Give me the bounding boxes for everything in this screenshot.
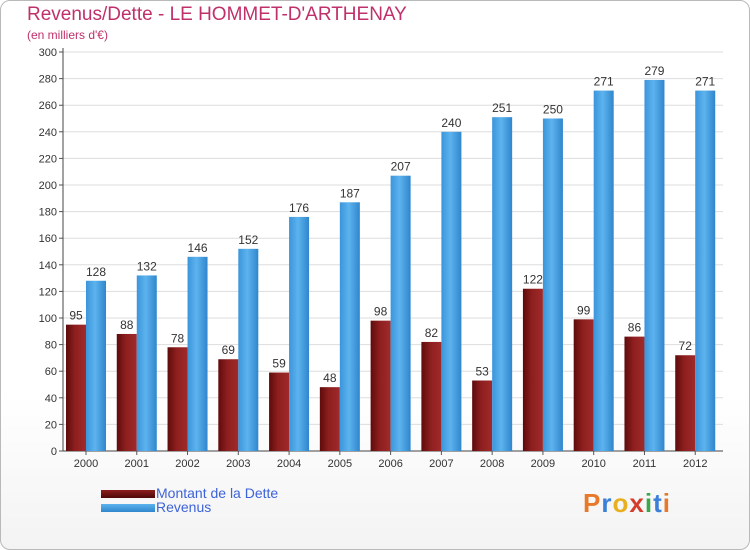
revenus-bar xyxy=(390,175,411,451)
y-tick-label: 260 xyxy=(39,100,57,112)
debt-value-label: 86 xyxy=(628,321,642,335)
debt-value-label: 88 xyxy=(120,318,134,332)
revenus-value-label: 271 xyxy=(594,75,614,89)
y-tick-label: 280 xyxy=(39,74,57,86)
revenus-bar xyxy=(136,275,157,451)
debt-bar xyxy=(66,324,86,451)
debt-bar xyxy=(472,380,493,451)
proxiti-logo: Proxiti xyxy=(583,488,671,519)
y-tick-label: 0 xyxy=(51,446,57,458)
x-tick-label: 2012 xyxy=(683,458,707,470)
revenus-bar xyxy=(542,118,563,451)
debt-bar xyxy=(116,333,137,451)
legend-label-revenus: Revenus xyxy=(156,499,212,515)
revenus-value-label: 251 xyxy=(492,101,512,115)
x-tick-label: 2002 xyxy=(175,458,199,470)
x-tick-label: 2009 xyxy=(531,458,555,470)
legend-label-debt: Montant de la Dette xyxy=(156,485,279,501)
debt-value-label: 122 xyxy=(523,273,543,287)
y-tick-label: 180 xyxy=(39,207,57,219)
revenus-value-label: 152 xyxy=(238,233,258,247)
revenus-value-label: 146 xyxy=(188,241,208,255)
debt-bar xyxy=(218,359,239,451)
logo-letter: i xyxy=(644,488,654,518)
revenus-value-label: 128 xyxy=(86,265,106,279)
chart-title: Revenus/Dette - LE HOMMET-D'ARTHENAY xyxy=(27,4,407,25)
x-tick-label: 2003 xyxy=(226,458,250,470)
debt-value-label: 72 xyxy=(679,339,693,353)
revenus-bar xyxy=(86,280,106,451)
logo-letter: P xyxy=(583,488,602,518)
revenus-bar xyxy=(492,117,513,452)
x-tick-label: 2004 xyxy=(277,458,301,470)
x-tick-label: 2010 xyxy=(581,458,605,470)
revenus-value-label: 250 xyxy=(543,103,563,117)
legend-swatch-revenus xyxy=(101,504,155,512)
y-tick-label: 40 xyxy=(45,393,57,405)
debt-value-label: 99 xyxy=(577,303,591,317)
debt-bar xyxy=(319,387,340,451)
debt-bar xyxy=(522,288,543,451)
logo-letter: r xyxy=(601,488,613,518)
revenus-bar xyxy=(644,79,665,452)
debt-value-label: 82 xyxy=(425,326,439,340)
y-tick-label: 20 xyxy=(45,419,57,431)
x-tick-label: 2011 xyxy=(633,458,657,470)
y-tick-label: 140 xyxy=(39,260,57,272)
data-labels: 95 128 88 132 78 146 69 152 59 176 48 187 98 207 82 240… xyxy=(69,64,715,385)
revenus-bar xyxy=(339,202,360,451)
x-tick-label: 2001 xyxy=(125,458,149,470)
debt-bar xyxy=(573,319,594,451)
revenus-value-label: 279 xyxy=(644,64,664,78)
y-tick-label: 220 xyxy=(39,153,57,165)
y-tick-label: 240 xyxy=(39,127,57,139)
logo-letter: x xyxy=(629,488,645,518)
revenus-value-label: 271 xyxy=(695,75,715,89)
debt-bar xyxy=(269,372,290,451)
revenus-bar xyxy=(441,131,462,452)
chart-subtitle: (en milliers d'€) xyxy=(27,28,108,42)
debt-bar xyxy=(167,347,188,451)
logo-letter: i xyxy=(662,488,671,518)
revenus-bar xyxy=(289,216,310,451)
debt-bar xyxy=(675,355,696,451)
debt-bar xyxy=(624,336,645,451)
debt-value-label: 59 xyxy=(272,357,286,371)
debt-value-label: 53 xyxy=(475,365,489,379)
y-tick-label: 60 xyxy=(45,366,57,378)
revenus-value-label: 132 xyxy=(137,259,157,273)
debt-value-label: 69 xyxy=(222,343,236,357)
revenus-value-label: 240 xyxy=(441,116,461,130)
x-tick-label: 2008 xyxy=(480,458,504,470)
debt-bar xyxy=(421,341,442,451)
bars xyxy=(66,79,716,452)
debt-value-label: 98 xyxy=(374,305,388,319)
revenus-bar xyxy=(238,248,259,451)
logo-letter: o xyxy=(612,488,630,518)
logo-letter: t xyxy=(653,488,663,518)
x-tick-label: 2005 xyxy=(328,458,352,470)
revenus-bar xyxy=(695,90,716,451)
y-tick-label: 200 xyxy=(39,180,57,192)
y-tick-label: 160 xyxy=(39,233,57,245)
x-tick-label: 2000 xyxy=(74,458,98,470)
y-tick-label: 100 xyxy=(39,313,57,325)
revenus-value-label: 187 xyxy=(340,186,360,200)
x-tick-label: 2007 xyxy=(429,458,453,470)
debt-value-label: 48 xyxy=(323,371,337,385)
revenus-value-label: 176 xyxy=(289,201,309,215)
y-tick-label: 120 xyxy=(39,286,57,298)
x-tick-label: 2006 xyxy=(378,458,402,470)
debt-bar xyxy=(370,320,391,451)
revenus-bar xyxy=(187,256,208,451)
y-tick-label: 80 xyxy=(45,340,57,352)
legend-swatch-debt xyxy=(101,490,155,498)
y-tick-label: 300 xyxy=(39,47,57,59)
debt-value-label: 95 xyxy=(69,309,83,323)
debt-value-label: 78 xyxy=(171,331,185,345)
revenus-value-label: 207 xyxy=(391,160,411,174)
revenus-bar xyxy=(593,90,614,451)
